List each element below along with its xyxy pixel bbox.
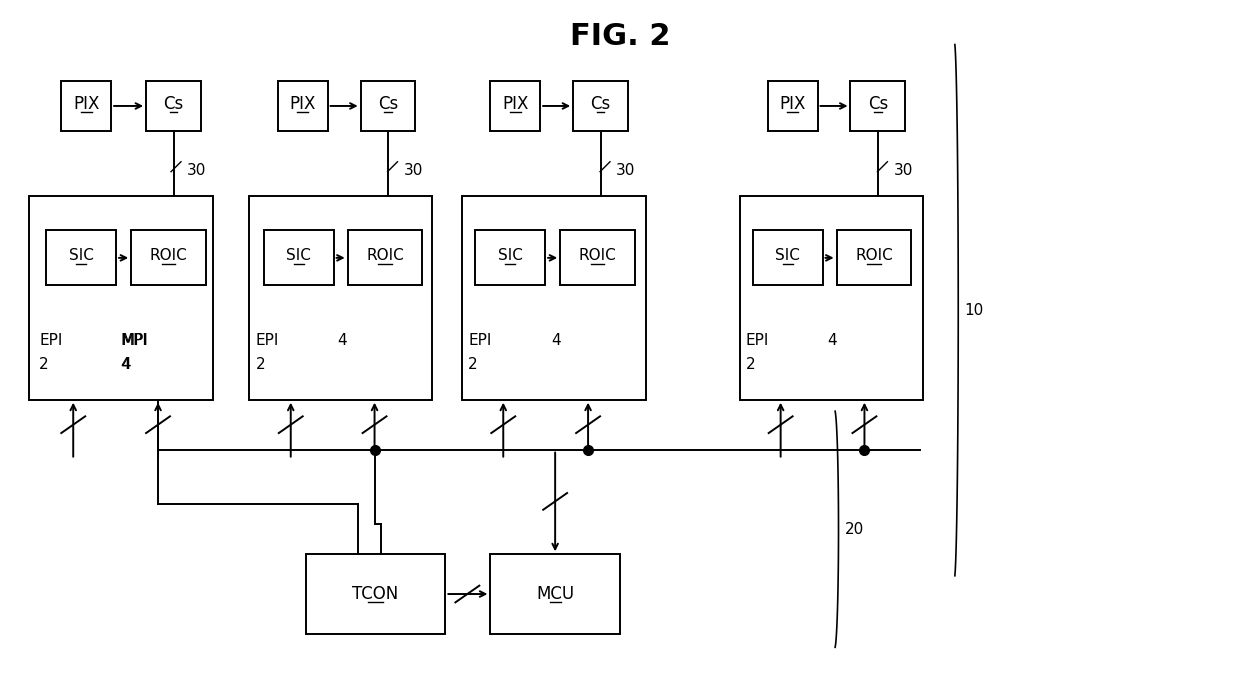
Bar [560, 230, 635, 285]
Text: EPI: EPI [469, 332, 492, 348]
Text: 4: 4 [122, 357, 130, 373]
Text: 2: 2 [40, 357, 48, 373]
Bar [490, 554, 620, 634]
Text: FIG. 2: FIG. 2 [569, 22, 671, 51]
Text: ROIC: ROIC [579, 248, 616, 263]
Text: EPI: EPI [745, 332, 769, 348]
Bar [573, 81, 627, 131]
Text: EPI: EPI [255, 332, 279, 348]
Text: 10: 10 [965, 303, 983, 318]
Text: MPI: MPI [120, 332, 148, 348]
Bar [306, 554, 445, 634]
Text: 30: 30 [893, 163, 913, 178]
Text: SIC: SIC [286, 248, 311, 263]
Text: EPI: EPI [40, 332, 63, 348]
Text: 30: 30 [616, 163, 635, 178]
Text: Cs: Cs [868, 95, 888, 113]
Text: Cs: Cs [590, 95, 610, 113]
Text: TCON: TCON [352, 585, 399, 603]
Bar [61, 81, 112, 131]
Bar [46, 230, 117, 285]
Bar [278, 81, 327, 131]
Text: PIX: PIX [289, 95, 316, 113]
Bar [753, 230, 822, 285]
Bar [475, 230, 546, 285]
Bar [490, 81, 541, 131]
Text: ROIC: ROIC [366, 248, 404, 263]
Text: SIC: SIC [775, 248, 800, 263]
Text: MCU: MCU [536, 585, 574, 603]
Text: 4: 4 [120, 357, 130, 373]
Bar [131, 230, 206, 285]
Bar [851, 81, 905, 131]
Bar [740, 195, 924, 400]
Text: 30: 30 [187, 163, 206, 178]
Text: 4: 4 [551, 332, 560, 348]
Bar [463, 195, 646, 400]
Text: 4: 4 [827, 332, 837, 348]
Bar [264, 230, 334, 285]
Text: SIC: SIC [497, 248, 523, 263]
Text: MPI: MPI [122, 332, 148, 348]
Text: SIC: SIC [68, 248, 94, 263]
Text: PIX: PIX [502, 95, 528, 113]
Text: Cs: Cs [378, 95, 398, 113]
Text: 4: 4 [337, 332, 347, 348]
Text: ROIC: ROIC [150, 248, 187, 263]
Bar [146, 81, 201, 131]
Text: PIX: PIX [780, 95, 806, 113]
Text: 2: 2 [745, 357, 755, 373]
Text: Cs: Cs [164, 95, 184, 113]
Bar [768, 81, 817, 131]
Text: 30: 30 [403, 163, 423, 178]
Text: ROIC: ROIC [856, 248, 893, 263]
Bar [361, 81, 415, 131]
Bar [30, 195, 213, 400]
Text: 2: 2 [469, 357, 477, 373]
Bar [837, 230, 911, 285]
Bar [249, 195, 433, 400]
Bar [347, 230, 423, 285]
Text: 20: 20 [844, 522, 864, 537]
Text: PIX: PIX [73, 95, 99, 113]
Text: 2: 2 [255, 357, 265, 373]
